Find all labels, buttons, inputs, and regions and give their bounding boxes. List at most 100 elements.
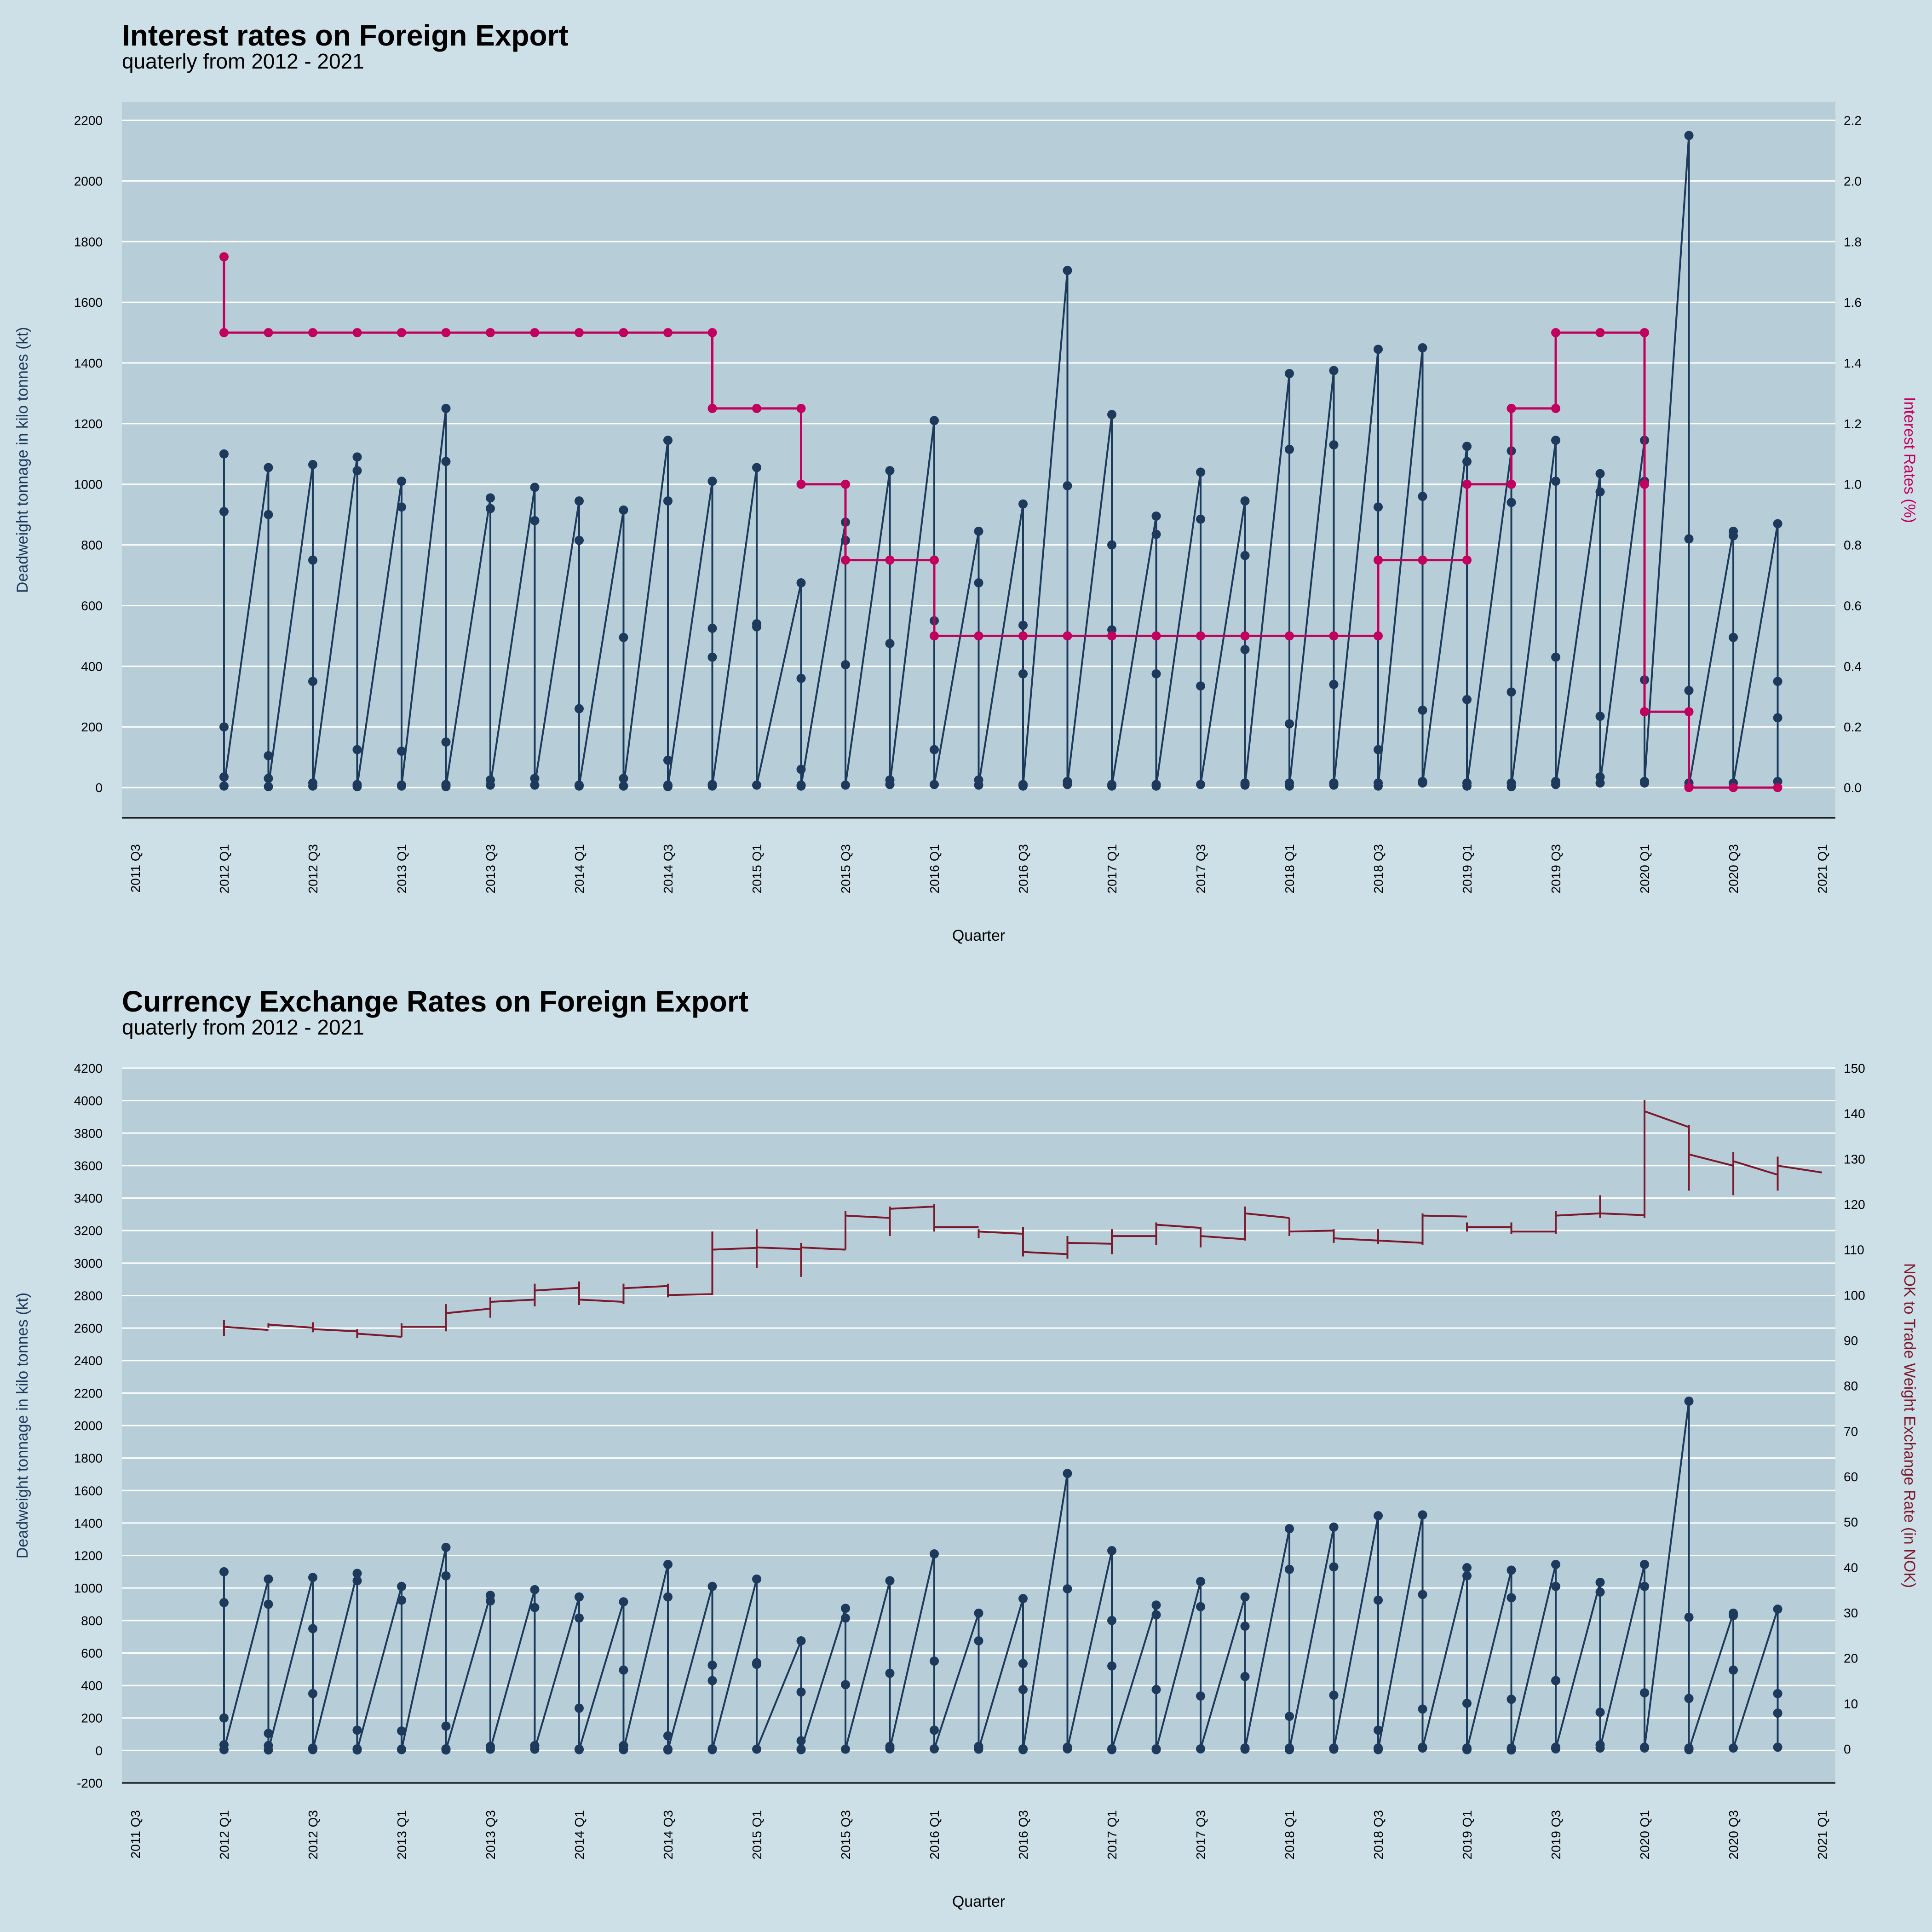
y-tick-label: 1000 — [74, 477, 103, 492]
tonnage-point — [308, 1624, 317, 1633]
tonnage-point — [1506, 1745, 1516, 1755]
y2-axis-title: Interest Rates (%) — [1901, 397, 1918, 523]
tonnage-point — [1729, 1665, 1738, 1675]
tonnage-point — [1018, 1685, 1028, 1694]
tonnage-point — [885, 638, 895, 648]
y2-tick-label: 10 — [1844, 1696, 1858, 1711]
interest-point — [441, 328, 451, 338]
tonnage-point — [707, 781, 717, 791]
tonnage-point — [1684, 1397, 1694, 1406]
tonnage-point — [1151, 529, 1161, 539]
tonnage-point — [352, 1725, 362, 1735]
tonnage-point — [574, 781, 584, 791]
y2-tick-label: 0 — [1844, 1742, 1851, 1756]
tonnage-point — [1107, 540, 1117, 550]
x-tick-label: 2012 Q3 — [306, 844, 320, 893]
x-tick-label: 2016 Q3 — [1016, 1810, 1030, 1859]
x-tick-label: 2018 Q1 — [1282, 844, 1297, 893]
tonnage-point — [974, 578, 983, 588]
x-axis-title: Quarter — [952, 927, 1005, 944]
tonnage-point — [619, 1665, 628, 1675]
tonnage-point — [929, 416, 939, 426]
tonnage-point — [308, 677, 317, 686]
y2-tick-label: 90 — [1844, 1334, 1858, 1348]
tonnage-point — [397, 746, 406, 756]
tonnage-point — [219, 781, 229, 791]
tonnage-point — [619, 781, 628, 791]
interest-point — [752, 403, 761, 413]
x-tick-label: 2019 Q1 — [1460, 1810, 1474, 1859]
y2-tick-label: 60 — [1844, 1470, 1858, 1484]
tonnage-point — [397, 477, 406, 486]
interest-point — [308, 328, 317, 338]
x-tick-label: 2017 Q3 — [1194, 1810, 1208, 1859]
tonnage-point — [1107, 1546, 1117, 1555]
interest-point — [530, 328, 540, 338]
y2-tick-label: 0.8 — [1844, 538, 1862, 552]
y-axis-title: Deadweight tonnage in kilo tonnes (kt) — [14, 327, 31, 593]
exchange-segment — [1200, 1235, 1245, 1240]
interest-point — [1551, 328, 1561, 338]
tonnage-point — [752, 463, 761, 472]
tonnage-point — [352, 782, 362, 792]
tonnage-point — [1329, 1744, 1339, 1754]
tonnage-point — [1462, 442, 1472, 451]
tonnage-point — [1240, 496, 1250, 506]
x-tick-label: 2017 Q1 — [1105, 844, 1119, 893]
tonnage-point — [530, 516, 540, 525]
tonnage-point — [574, 1592, 584, 1602]
tonnage-point — [1506, 687, 1516, 697]
x-tick-label: 2013 Q3 — [483, 844, 498, 893]
exchange-segment — [1689, 1153, 1734, 1167]
tonnage-point — [1374, 1511, 1383, 1521]
tonnage-point — [840, 780, 850, 790]
interest-point — [1418, 555, 1427, 565]
tonnage-point — [1151, 1610, 1161, 1620]
tonnage-point — [1107, 1661, 1117, 1671]
tonnage-point — [1196, 1744, 1206, 1754]
x-tick-label: 2012 Q3 — [306, 1810, 320, 1859]
interest-point — [707, 403, 717, 413]
x-tick-label: 2020 Q1 — [1638, 1810, 1652, 1859]
tonnage-point — [530, 1603, 540, 1612]
tonnage-point — [397, 1726, 406, 1736]
tonnage-point — [1729, 1611, 1738, 1621]
tonnage-point — [1063, 481, 1072, 491]
tonnage-point — [1151, 669, 1161, 678]
exchange-segment — [268, 1323, 313, 1329]
chart-1-title: Interest rates on Foreign Export — [122, 19, 569, 52]
tonnage-point — [752, 622, 761, 632]
tonnage-point — [1285, 719, 1294, 729]
interest-point — [1640, 707, 1650, 717]
y-tick-label: 3200 — [74, 1224, 103, 1238]
tonnage-point — [308, 781, 317, 791]
x-tick-label: 2015 Q1 — [750, 1810, 764, 1859]
y2-tick-label: 20 — [1844, 1651, 1858, 1666]
tonnage-point — [574, 1703, 584, 1713]
tonnage-point — [219, 449, 229, 459]
tonnage-point — [530, 1744, 540, 1754]
interest-point — [1018, 631, 1028, 641]
tonnage-point — [974, 1636, 983, 1645]
tonnage-point — [441, 1571, 451, 1581]
interest-point — [840, 555, 850, 565]
y-tick-label: 400 — [81, 1679, 103, 1693]
tonnage-point — [1418, 1510, 1427, 1520]
tonnage-point — [441, 403, 451, 413]
tonnage-point — [1551, 1744, 1561, 1754]
x-tick-label: 2021 Q1 — [1815, 844, 1829, 893]
tonnage-point — [1418, 343, 1427, 353]
tonnage-point — [264, 1599, 273, 1609]
y-tick-label: 1400 — [74, 1516, 103, 1530]
tonnage-point — [1018, 1745, 1028, 1754]
tonnage-point — [707, 623, 717, 633]
tonnage-point — [1285, 369, 1294, 379]
y2-tick-label: 40 — [1844, 1560, 1858, 1575]
exchange-segment — [1600, 1212, 1645, 1216]
tonnage-point — [929, 745, 939, 754]
tonnage-point — [1551, 436, 1561, 445]
tonnage-point — [1595, 487, 1605, 497]
x-tick-label: 2014 Q1 — [572, 844, 586, 893]
exchange-segment — [312, 1328, 357, 1333]
tonnage-point — [352, 745, 362, 754]
